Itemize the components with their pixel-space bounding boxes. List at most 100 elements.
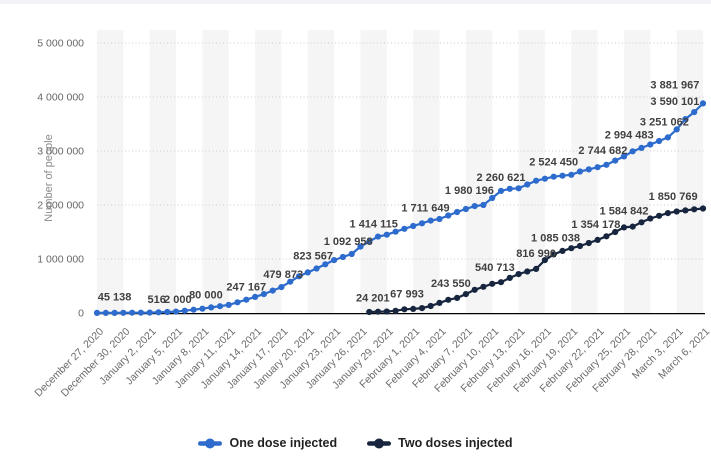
data-point[interactable]: [559, 247, 566, 254]
data-point[interactable]: [497, 279, 505, 286]
data-point[interactable]: [155, 309, 162, 316]
series-one-dose[interactable]: [93, 100, 707, 316]
data-point[interactable]: [699, 205, 707, 212]
data-point[interactable]: [506, 185, 513, 192]
data-point[interactable]: [656, 137, 663, 145]
data-point[interactable]: [410, 305, 417, 312]
data-point[interactable]: [454, 294, 461, 301]
data-point[interactable]: [462, 205, 469, 213]
data-point[interactable]: [629, 148, 636, 155]
data-point[interactable]: [120, 309, 127, 316]
data-point[interactable]: [568, 171, 575, 178]
data-point[interactable]: [208, 304, 215, 311]
data-point[interactable]: [612, 157, 619, 164]
data-point[interactable]: [533, 177, 540, 184]
data-point[interactable]: [260, 291, 267, 298]
data-point[interactable]: [568, 245, 575, 252]
data-point[interactable]: [489, 280, 496, 287]
data-point[interactable]: [418, 220, 426, 227]
data-point[interactable]: [664, 210, 672, 217]
data-point[interactable]: [366, 238, 373, 245]
series-layer[interactable]: [93, 100, 707, 316]
data-point[interactable]: [436, 215, 443, 223]
data-point[interactable]: [164, 308, 171, 316]
data-point[interactable]: [445, 296, 452, 303]
data-point[interactable]: [234, 299, 241, 306]
data-point[interactable]: [304, 269, 311, 276]
data-point[interactable]: [454, 208, 461, 216]
data-point[interactable]: [603, 161, 610, 168]
data-point[interactable]: [462, 291, 469, 298]
data-point[interactable]: [392, 228, 399, 235]
data-point[interactable]: [603, 233, 610, 240]
data-point[interactable]: [199, 305, 206, 312]
data-point[interactable]: [664, 134, 672, 141]
data-point[interactable]: [410, 222, 417, 230]
data-point[interactable]: [137, 309, 144, 316]
data-point[interactable]: [331, 257, 338, 264]
data-point[interactable]: [383, 308, 390, 315]
data-point[interactable]: [445, 212, 452, 219]
data-point[interactable]: [541, 257, 549, 264]
data-point[interactable]: [497, 187, 505, 194]
data-point[interactable]: [190, 306, 197, 313]
data-point[interactable]: [93, 309, 101, 316]
data-point[interactable]: [181, 307, 188, 314]
data-point[interactable]: [638, 219, 645, 226]
data-point[interactable]: [480, 283, 487, 290]
data-point[interactable]: [480, 201, 487, 209]
data-point[interactable]: [225, 301, 232, 308]
data-point[interactable]: [629, 223, 636, 230]
data-point[interactable]: [295, 273, 303, 280]
data-point[interactable]: [471, 286, 478, 293]
data-point[interactable]: [243, 296, 250, 303]
data-point[interactable]: [357, 243, 364, 250]
data-point[interactable]: [524, 268, 531, 275]
data-point[interactable]: [515, 271, 522, 278]
data-point[interactable]: [401, 306, 408, 313]
data-point[interactable]: [392, 307, 399, 314]
data-point[interactable]: [656, 212, 663, 219]
data-point[interactable]: [278, 284, 285, 291]
data-point[interactable]: [515, 185, 522, 192]
data-point[interactable]: [691, 109, 698, 116]
data-point[interactable]: [524, 181, 531, 188]
data-point[interactable]: [172, 308, 180, 315]
data-point[interactable]: [418, 305, 426, 312]
data-point[interactable]: [691, 206, 698, 213]
data-point[interactable]: [638, 144, 645, 151]
data-point[interactable]: [427, 217, 434, 224]
data-point[interactable]: [287, 278, 294, 285]
data-point[interactable]: [585, 239, 592, 247]
data-point[interactable]: [576, 168, 584, 175]
data-point[interactable]: [620, 224, 628, 231]
data-point[interactable]: [612, 228, 619, 236]
data-point[interactable]: [550, 173, 557, 180]
data-point[interactable]: [673, 126, 680, 133]
data-point[interactable]: [541, 175, 549, 182]
legend-item-two-doses[interactable]: Two doses injected: [367, 436, 513, 450]
data-point[interactable]: [585, 166, 592, 173]
data-point[interactable]: [427, 302, 434, 310]
data-point[interactable]: [339, 253, 346, 261]
data-point[interactable]: [374, 233, 382, 240]
data-point[interactable]: [559, 172, 566, 179]
data-point[interactable]: [673, 208, 680, 215]
data-point[interactable]: [550, 251, 557, 258]
data-point[interactable]: [594, 164, 601, 171]
data-point[interactable]: [111, 309, 118, 316]
data-point[interactable]: [322, 261, 329, 268]
data-point[interactable]: [129, 309, 136, 316]
data-point[interactable]: [471, 203, 478, 210]
data-point[interactable]: [366, 308, 373, 316]
data-point[interactable]: [576, 242, 584, 250]
data-point[interactable]: [216, 303, 224, 310]
data-point[interactable]: [506, 274, 513, 281]
data-point[interactable]: [699, 100, 707, 107]
data-point[interactable]: [489, 194, 496, 202]
data-point[interactable]: [348, 250, 355, 258]
data-point[interactable]: [313, 265, 320, 272]
data-point[interactable]: [252, 293, 259, 300]
data-point[interactable]: [146, 309, 153, 316]
data-point[interactable]: [102, 309, 109, 316]
